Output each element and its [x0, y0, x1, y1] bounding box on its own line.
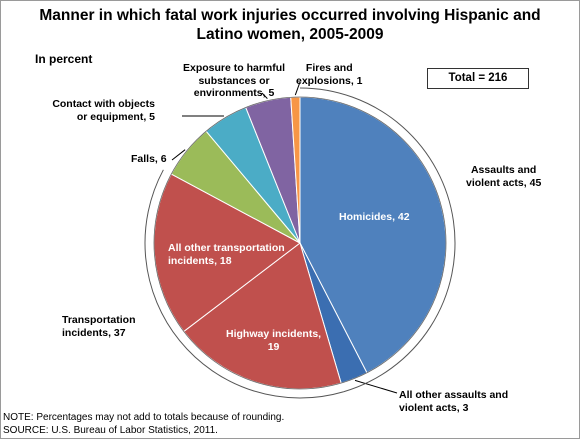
leader-line-falls [171, 149, 186, 161]
label-assaults-group: Assaults and violent acts, 45 [466, 164, 542, 189]
footnote: NOTE: Percentages may not add to totals … [3, 412, 284, 437]
chart-title-line-1: Manner in which fatal work injuries occu… [39, 7, 541, 24]
leader-line-fires [294, 81, 301, 96]
label-falls: Falls, 6 [131, 153, 167, 165]
label-contact: Contact with objects or equipment, 5 [52, 98, 155, 123]
label-homicides: Homicides, 42 [339, 211, 410, 223]
leader-line-exposure [261, 92, 268, 99]
leader-lines [171, 81, 398, 394]
pie-slices [153, 96, 447, 390]
label-other-transportation: All other transportation incidents, 18 [168, 242, 285, 267]
label-exposure: Exposure to harmful substances or environm… [183, 62, 286, 99]
chart-title: Manner in which fatal work injuries occu… [0, 6, 580, 44]
pie-outline [153, 96, 447, 390]
label-highway: Highway incidents, 19 [226, 328, 322, 353]
label-transportation-group: Transportation incidents, 37 [62, 314, 136, 339]
label-other-assaults: All other assaults and violent acts, 3 [399, 389, 509, 414]
bracket-transportation [144, 169, 344, 399]
chart-subtitle: In percent [35, 52, 93, 66]
leader-line-other-assaults [354, 379, 398, 394]
bracket-assaults [299, 87, 456, 393]
source-text: SOURCE: U.S. Bureau of Labor Statistics,… [3, 424, 218, 436]
group-brackets [144, 87, 456, 399]
label-fires: Fires and explosions, 1 [296, 62, 363, 87]
note-text: NOTE: Percentages may not add to totals … [3, 412, 285, 423]
total-box: Total = 216 [427, 68, 529, 89]
chart-title-line-2: Latino women, 2005-2009 [196, 26, 384, 43]
